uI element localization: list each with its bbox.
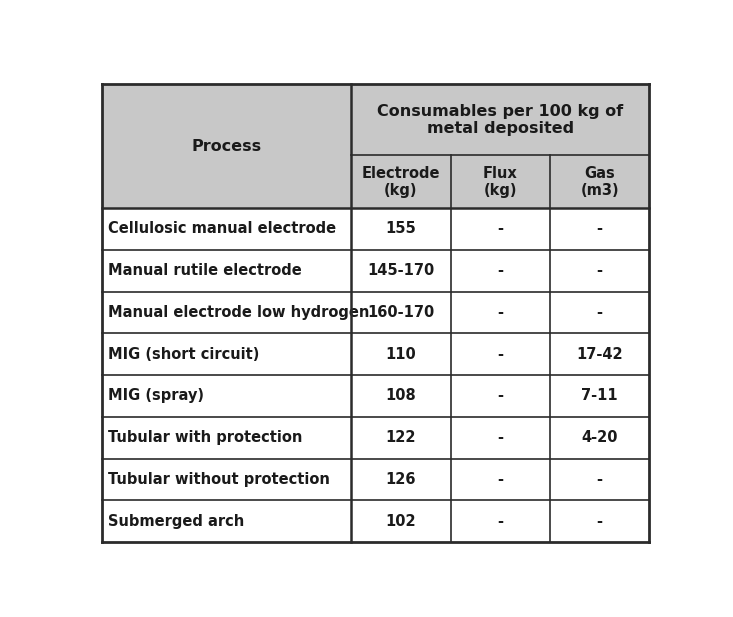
- Text: 155: 155: [386, 222, 416, 236]
- Text: Gas
(m3): Gas (m3): [581, 165, 619, 198]
- Bar: [550, 155, 649, 208]
- Text: -: -: [497, 347, 504, 362]
- Bar: [102, 458, 649, 500]
- Text: Process: Process: [191, 139, 262, 154]
- Text: -: -: [497, 388, 504, 404]
- Text: -: -: [597, 472, 603, 487]
- Text: Electrode
(kg): Electrode (kg): [361, 165, 440, 198]
- Bar: [102, 375, 649, 416]
- Text: MIG (short circuit): MIG (short circuit): [108, 347, 259, 362]
- Bar: [102, 85, 351, 208]
- Bar: [102, 416, 649, 458]
- Text: -: -: [597, 305, 603, 320]
- Text: Flux
(kg): Flux (kg): [483, 165, 517, 198]
- Text: 122: 122: [386, 430, 416, 445]
- Text: Manual electrode low hydrogen: Manual electrode low hydrogen: [108, 305, 369, 320]
- Text: MIG (spray): MIG (spray): [108, 388, 205, 404]
- Text: 145-170: 145-170: [367, 263, 435, 278]
- Bar: [102, 208, 649, 250]
- Text: -: -: [497, 222, 504, 236]
- Text: 7-11: 7-11: [581, 388, 618, 404]
- Text: Consumables per 100 kg of
metal deposited: Consumables per 100 kg of metal deposite…: [377, 104, 623, 136]
- Text: 4-20: 4-20: [581, 430, 618, 445]
- Bar: [351, 85, 649, 155]
- Bar: [351, 155, 451, 208]
- Text: Tubular with protection: Tubular with protection: [108, 430, 303, 445]
- Text: -: -: [597, 263, 603, 278]
- Text: -: -: [497, 430, 504, 445]
- Text: 17-42: 17-42: [576, 347, 623, 362]
- Bar: [102, 250, 649, 291]
- Bar: [451, 155, 550, 208]
- Text: 108: 108: [386, 388, 416, 404]
- Text: 110: 110: [386, 347, 416, 362]
- Text: Submerged arch: Submerged arch: [108, 513, 245, 529]
- Bar: [102, 291, 649, 333]
- Text: Cellulosic manual electrode: Cellulosic manual electrode: [108, 222, 336, 236]
- Text: Manual rutile electrode: Manual rutile electrode: [108, 263, 302, 278]
- Text: Tubular without protection: Tubular without protection: [108, 472, 331, 487]
- Text: -: -: [497, 513, 504, 529]
- Bar: [102, 500, 649, 542]
- Text: 102: 102: [386, 513, 416, 529]
- Text: -: -: [597, 222, 603, 236]
- Text: -: -: [497, 305, 504, 320]
- Text: -: -: [597, 513, 603, 529]
- Text: -: -: [497, 263, 504, 278]
- Text: 160-170: 160-170: [367, 305, 435, 320]
- Bar: [102, 333, 649, 375]
- Text: 126: 126: [386, 472, 416, 487]
- Text: -: -: [497, 472, 504, 487]
